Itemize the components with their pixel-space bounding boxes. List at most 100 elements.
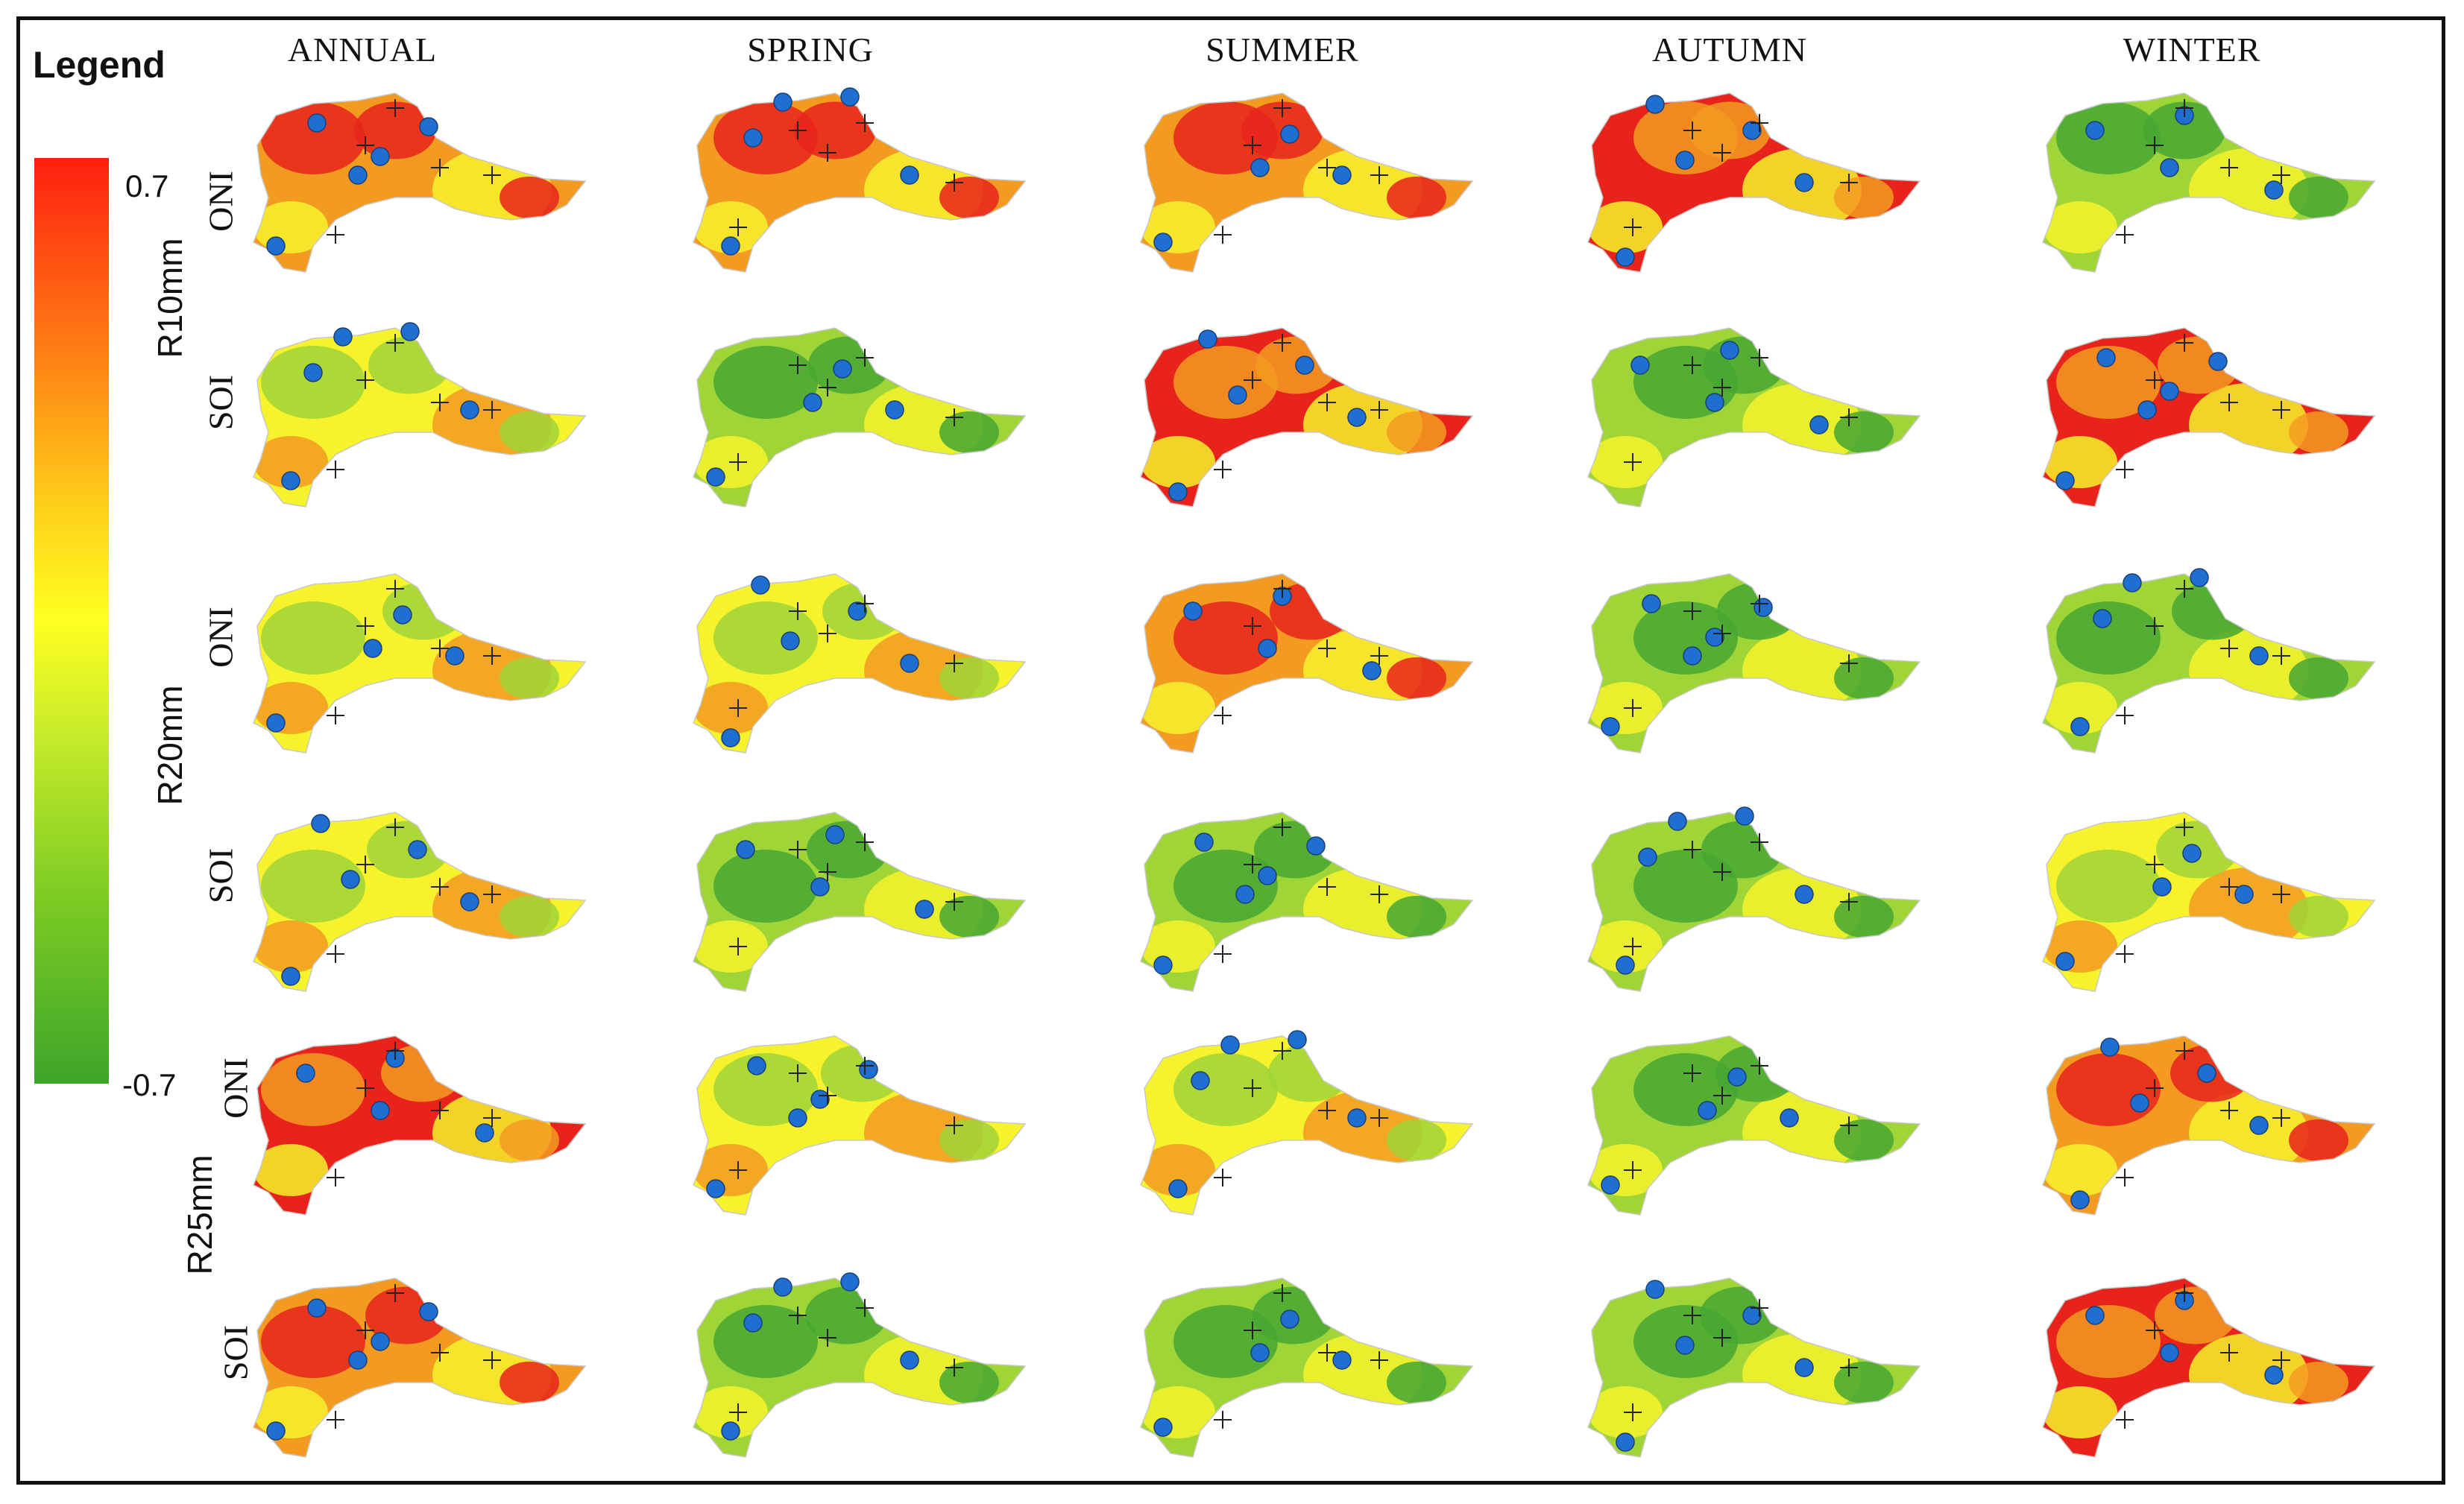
station-marker-dot bbox=[900, 1350, 919, 1370]
station-marker-dot bbox=[2123, 573, 2142, 593]
station-marker-cross bbox=[2116, 1169, 2134, 1187]
station-marker-dot bbox=[1698, 1101, 1717, 1120]
station-marker-cross bbox=[856, 833, 874, 851]
station-marker-cross bbox=[1370, 885, 1388, 903]
map-outline bbox=[1587, 92, 1921, 273]
legend-max-label: 0.7 bbox=[125, 168, 169, 203]
station-marker-dot bbox=[2264, 1365, 2284, 1385]
station-marker-cross bbox=[1624, 1403, 1642, 1421]
station-marker-dot bbox=[1198, 329, 1217, 349]
map-outline bbox=[253, 327, 587, 508]
station-marker-dot bbox=[2160, 1343, 2179, 1362]
station-marker-dot bbox=[2197, 1064, 2216, 1083]
station-marker-dot bbox=[311, 814, 330, 833]
station-marker-cross bbox=[1318, 878, 1336, 896]
station-marker-cross bbox=[327, 1169, 344, 1187]
station-marker-cross bbox=[2272, 1351, 2290, 1369]
station-marker-cross bbox=[431, 1102, 449, 1119]
station-marker-dot bbox=[1306, 836, 1326, 856]
station-marker-cross bbox=[2220, 639, 2238, 657]
legend-min-label: -0.7 bbox=[122, 1067, 177, 1102]
station-marker-dot bbox=[2130, 1093, 2149, 1113]
station-marker-cross bbox=[1751, 114, 1768, 132]
station-marker-dot bbox=[1183, 601, 1203, 621]
station-marker-cross bbox=[386, 580, 404, 598]
station-marker-cross bbox=[1683, 1306, 1701, 1324]
station-marker-dot bbox=[2055, 471, 2075, 490]
station-marker-cross bbox=[2175, 1284, 2193, 1302]
station-marker-dot bbox=[2190, 568, 2209, 587]
station-marker-dot bbox=[2070, 717, 2090, 736]
station-marker-cross bbox=[1214, 1411, 1232, 1429]
station-marker-cross bbox=[1751, 1057, 1768, 1075]
station-marker-dot bbox=[1220, 1035, 1240, 1055]
station-marker-cross bbox=[356, 1079, 374, 1097]
station-marker-cross bbox=[2175, 1042, 2193, 1060]
station-marker-dot bbox=[706, 467, 725, 487]
station-marker-dot bbox=[1332, 1350, 1352, 1370]
map-outline bbox=[693, 812, 1027, 992]
station-marker-cross bbox=[2272, 401, 2290, 419]
station-marker-cross bbox=[1751, 1299, 1768, 1317]
station-marker-dot bbox=[371, 147, 390, 166]
station-marker-cross bbox=[819, 1329, 836, 1347]
station-marker-dot bbox=[281, 471, 300, 490]
station-marker-dot bbox=[266, 236, 286, 256]
station-marker-dot bbox=[773, 92, 793, 112]
station-marker-dot bbox=[1742, 121, 1762, 140]
station-marker-dot bbox=[445, 646, 464, 666]
station-marker-cross bbox=[1840, 174, 1858, 192]
map-outline bbox=[2042, 1035, 2376, 1216]
station-marker-dot bbox=[1754, 598, 1773, 617]
station-marker-dot bbox=[2096, 348, 2116, 367]
station-marker-cross bbox=[1624, 453, 1642, 471]
station-marker-dot bbox=[1347, 1108, 1367, 1128]
station-marker-dot bbox=[900, 165, 919, 185]
station-marker-dot bbox=[2152, 877, 2172, 897]
station-marker-cross bbox=[856, 1299, 874, 1317]
station-marker-cross bbox=[2220, 394, 2238, 411]
station-marker-dot bbox=[1642, 594, 1661, 613]
map-outline bbox=[693, 1277, 1027, 1458]
station-marker-cross bbox=[356, 617, 374, 635]
station-marker-cross bbox=[2146, 617, 2164, 635]
station-marker-cross bbox=[386, 99, 404, 117]
station-marker-dot bbox=[1645, 95, 1665, 114]
figure-frame bbox=[16, 16, 2445, 1485]
station-marker-cross bbox=[789, 841, 807, 859]
legend-colorbar bbox=[34, 158, 109, 1084]
station-marker-cross bbox=[1713, 379, 1731, 396]
station-marker-cross bbox=[1624, 218, 1642, 236]
station-marker-dot bbox=[1280, 1309, 1299, 1329]
map-outline bbox=[2042, 573, 2376, 753]
station-marker-cross bbox=[856, 114, 874, 132]
station-marker-dot bbox=[266, 1421, 286, 1441]
station-marker-cross bbox=[1244, 856, 1261, 873]
station-marker-cross bbox=[729, 1403, 747, 1421]
station-marker-dot bbox=[840, 87, 860, 107]
station-marker-dot bbox=[1258, 639, 1277, 658]
station-marker-dot bbox=[1668, 812, 1687, 831]
station-marker-cross bbox=[945, 893, 963, 911]
station-marker-cross bbox=[819, 144, 836, 162]
station-marker-cross bbox=[1683, 356, 1701, 374]
station-marker-cross bbox=[327, 461, 344, 478]
station-marker-dot bbox=[825, 825, 845, 844]
station-marker-cross bbox=[483, 166, 501, 184]
station-marker-cross bbox=[1713, 625, 1731, 642]
station-marker-dot bbox=[341, 870, 360, 889]
station-marker-cross bbox=[483, 647, 501, 665]
station-marker-cross bbox=[856, 349, 874, 367]
map-outline bbox=[253, 573, 587, 753]
station-marker-dot bbox=[1616, 1432, 1635, 1452]
season-header-annual: ANNUAL bbox=[287, 31, 438, 69]
station-marker-cross bbox=[945, 174, 963, 192]
station-marker-dot bbox=[1362, 661, 1381, 680]
station-marker-cross bbox=[1214, 226, 1232, 244]
station-marker-cross bbox=[856, 1057, 874, 1075]
station-marker-cross bbox=[2146, 1321, 2164, 1339]
station-marker-dot bbox=[833, 359, 852, 379]
station-marker-cross bbox=[1713, 1329, 1731, 1347]
station-marker-dot bbox=[1295, 356, 1314, 375]
station-marker-dot bbox=[2208, 352, 2228, 371]
